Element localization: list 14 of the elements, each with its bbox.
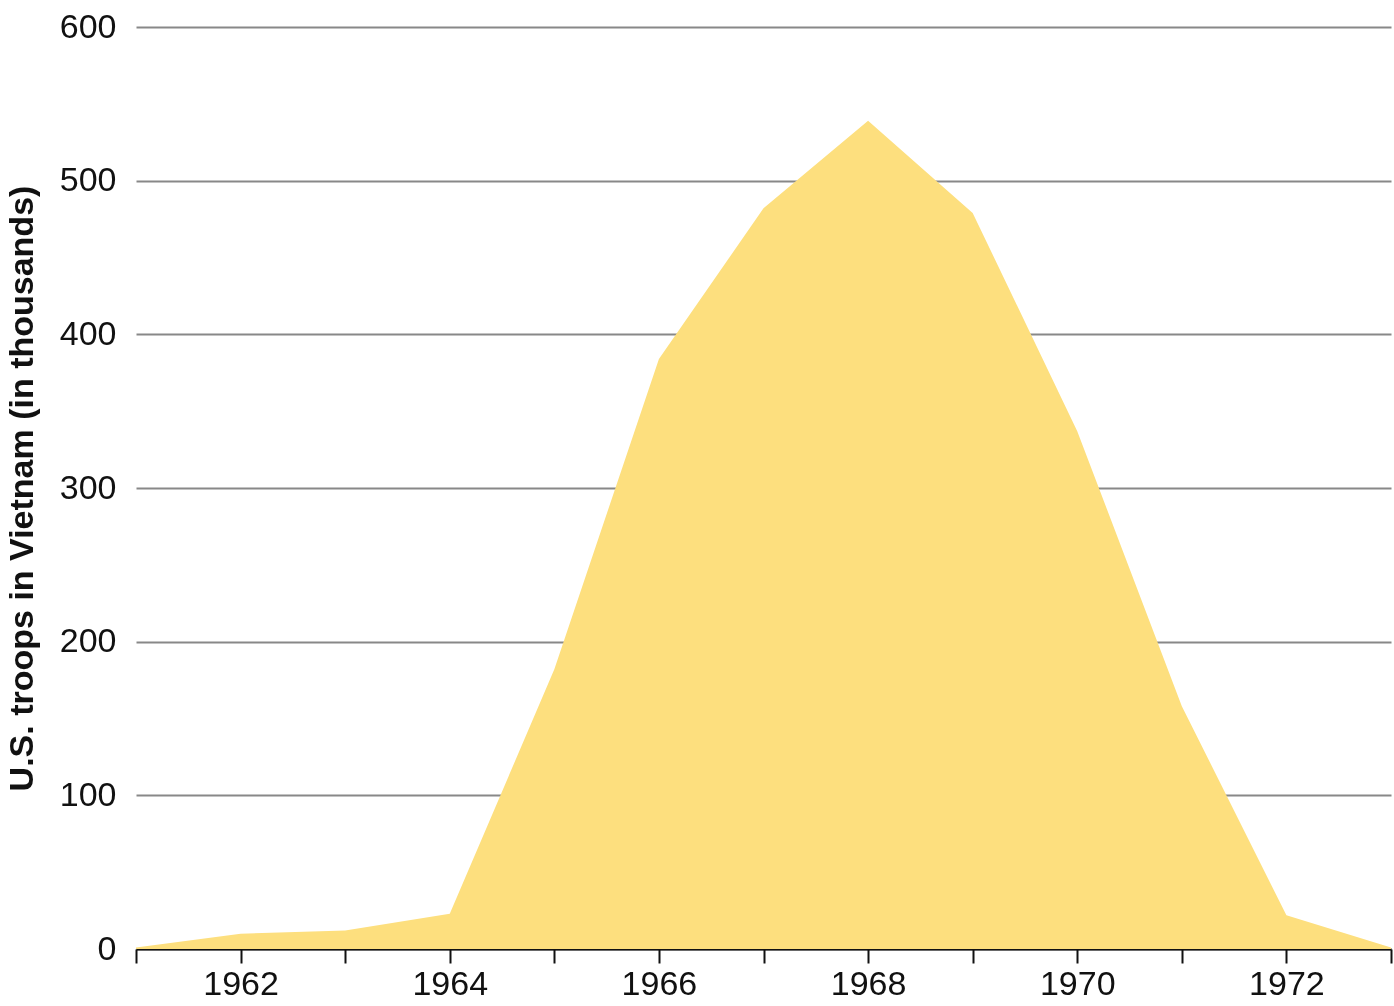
x-tick-label: 1972 [1249, 963, 1325, 1002]
y-tick-label: 200 [59, 621, 117, 660]
y-tick-label: 300 [59, 467, 117, 506]
x-tick-label: 1968 [830, 963, 907, 1002]
y-tick-label: 400 [59, 313, 117, 352]
x-tick-label: 1962 [203, 963, 279, 1002]
x-tick-label: 1970 [1039, 963, 1116, 1002]
y-tick-label: 100 [59, 774, 117, 813]
x-tick-label: 1966 [621, 963, 698, 1002]
x-tick-label: 1964 [412, 963, 489, 1002]
y-tick-label: 500 [59, 160, 117, 199]
y-tick-label: 600 [59, 6, 117, 45]
y-axis-title: U.S. troops in Vietnam (in thousands) [1, 185, 40, 792]
y-tick-label: 0 [97, 928, 117, 967]
